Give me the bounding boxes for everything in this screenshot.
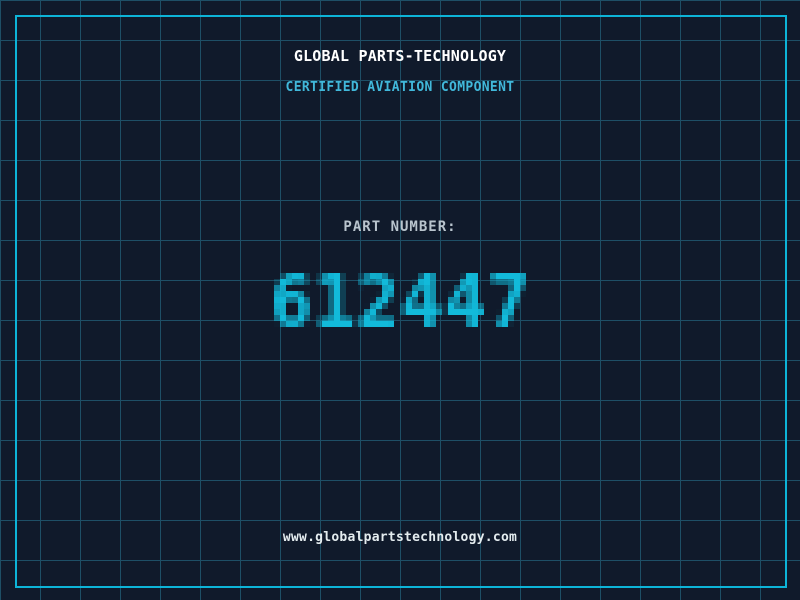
website-url: www.globalpartstechnology.com bbox=[282, 530, 518, 545]
part-number-label: PART NUMBER: bbox=[343, 219, 457, 235]
company-title: GLOBAL PARTS-TECHNOLOGY bbox=[293, 47, 507, 65]
border-frame bbox=[15, 15, 787, 588]
part-number-display bbox=[256, 243, 544, 351]
certification-subtitle: CERTIFIED AVIATION COMPONENT bbox=[285, 80, 515, 95]
